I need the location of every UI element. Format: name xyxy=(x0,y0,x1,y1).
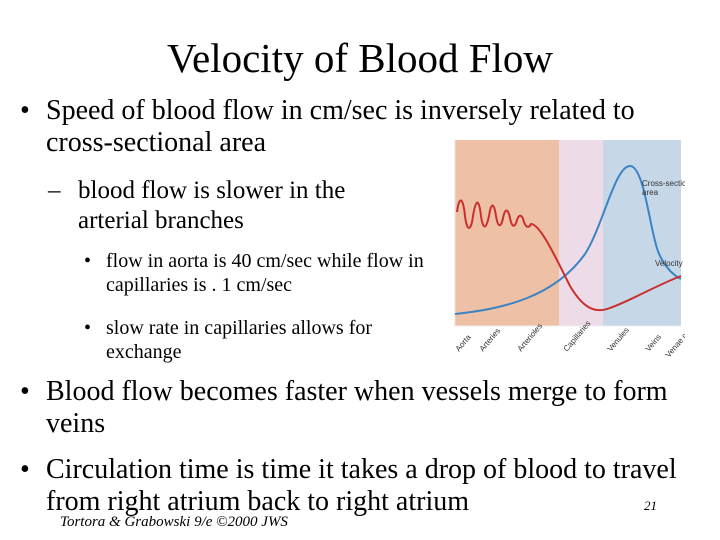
cross-sectional-label-line1: Cross-sectional xyxy=(642,179,685,188)
bullet-marker: • xyxy=(84,250,92,272)
bullet-text: Speed of blood flow in cm/sec is inverse… xyxy=(46,95,635,158)
bullet-circulation-time: • Circulation time is time it takes a dr… xyxy=(20,454,700,518)
arterial-band xyxy=(455,140,559,326)
bullet-text: blood flow is slower in the arterial bra… xyxy=(78,177,346,234)
velocity-area-figure: Cross-sectional area Velocity Aorta Arte… xyxy=(445,136,685,363)
footer-credit: Tortora & Grabowski 9/e ©2000 JWS xyxy=(60,514,288,530)
figure-svg: Cross-sectional area Velocity Aorta Arte… xyxy=(445,136,685,363)
slide-title: Velocity of Blood Flow xyxy=(166,35,554,81)
bullet-marker: • xyxy=(20,454,30,485)
page-number: 21 xyxy=(644,498,657,513)
subsubbullet-aorta-capillary-speed: • flow in aorta is 40 cm/sec while flow … xyxy=(84,249,429,297)
bullet-text: Blood flow becomes faster when vessels m… xyxy=(46,376,668,439)
cross-sectional-area-curve xyxy=(454,164,682,315)
bullet-text: flow in aorta is 40 cm/sec while flow in… xyxy=(106,250,424,296)
bullet-speed-inverse-area: • Speed of blood flow in cm/sec is inver… xyxy=(20,95,695,159)
velocity-label: Velocity xyxy=(655,259,683,268)
velocity-curve xyxy=(456,199,682,312)
subbullet-slower-arterial: – blood flow is slower in the arterial b… xyxy=(48,176,393,236)
bullet-marker: • xyxy=(20,95,30,126)
bullet-marker: – xyxy=(48,177,61,204)
bullet-text: Circulation time is time it takes a drop… xyxy=(46,454,677,517)
bullet-marker: • xyxy=(20,376,30,407)
cross-sectional-label-line2: area xyxy=(642,188,659,197)
bullet-text: slow rate in capillaries allows for exch… xyxy=(106,317,373,363)
venous-band xyxy=(603,140,681,326)
bullet-faster-veins: • Blood flow becomes faster when vessels… xyxy=(20,376,700,440)
subsubbullet-slow-rate-exchange: • slow rate in capillaries allows for ex… xyxy=(84,316,429,364)
bullet-marker: • xyxy=(84,317,92,339)
